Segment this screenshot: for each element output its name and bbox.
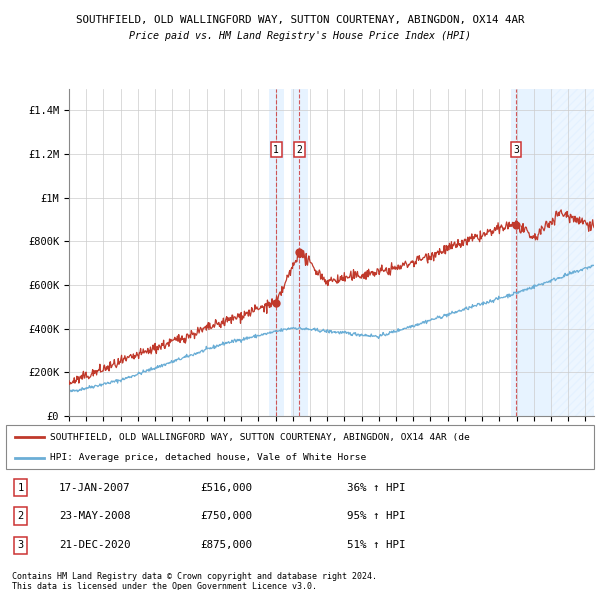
Text: SOUTHFIELD, OLD WALLINGFORD WAY, SUTTON COURTENAY, ABINGDON, OX14 4AR: SOUTHFIELD, OLD WALLINGFORD WAY, SUTTON … xyxy=(76,15,524,25)
Text: £875,000: £875,000 xyxy=(200,540,252,550)
Text: 3: 3 xyxy=(513,145,519,155)
Text: 36% ↑ HPI: 36% ↑ HPI xyxy=(347,483,406,493)
Text: 21-DEC-2020: 21-DEC-2020 xyxy=(59,540,130,550)
Text: HPI: Average price, detached house, Vale of White Horse: HPI: Average price, detached house, Vale… xyxy=(50,454,367,463)
Bar xyxy=(291,88,308,416)
Text: £750,000: £750,000 xyxy=(200,511,252,521)
Text: Price paid vs. HM Land Registry's House Price Index (HPI): Price paid vs. HM Land Registry's House … xyxy=(129,31,471,41)
Text: 2: 2 xyxy=(296,145,302,155)
Text: 1: 1 xyxy=(17,483,24,493)
Text: £516,000: £516,000 xyxy=(200,483,252,493)
Text: 23-MAY-2008: 23-MAY-2008 xyxy=(59,511,130,521)
Text: 51% ↑ HPI: 51% ↑ HPI xyxy=(347,540,406,550)
Text: 17-JAN-2007: 17-JAN-2007 xyxy=(59,483,130,493)
Text: 3: 3 xyxy=(17,540,24,550)
Bar xyxy=(269,88,284,416)
Bar xyxy=(511,88,551,416)
Bar xyxy=(551,88,594,416)
Text: 1: 1 xyxy=(274,145,279,155)
Text: 95% ↑ HPI: 95% ↑ HPI xyxy=(347,511,406,521)
Text: This data is licensed under the Open Government Licence v3.0.: This data is licensed under the Open Gov… xyxy=(12,582,317,590)
Text: 2: 2 xyxy=(17,511,24,521)
Text: SOUTHFIELD, OLD WALLINGFORD WAY, SUTTON COURTENAY, ABINGDON, OX14 4AR (de: SOUTHFIELD, OLD WALLINGFORD WAY, SUTTON … xyxy=(50,432,470,442)
Text: Contains HM Land Registry data © Crown copyright and database right 2024.: Contains HM Land Registry data © Crown c… xyxy=(12,572,377,581)
